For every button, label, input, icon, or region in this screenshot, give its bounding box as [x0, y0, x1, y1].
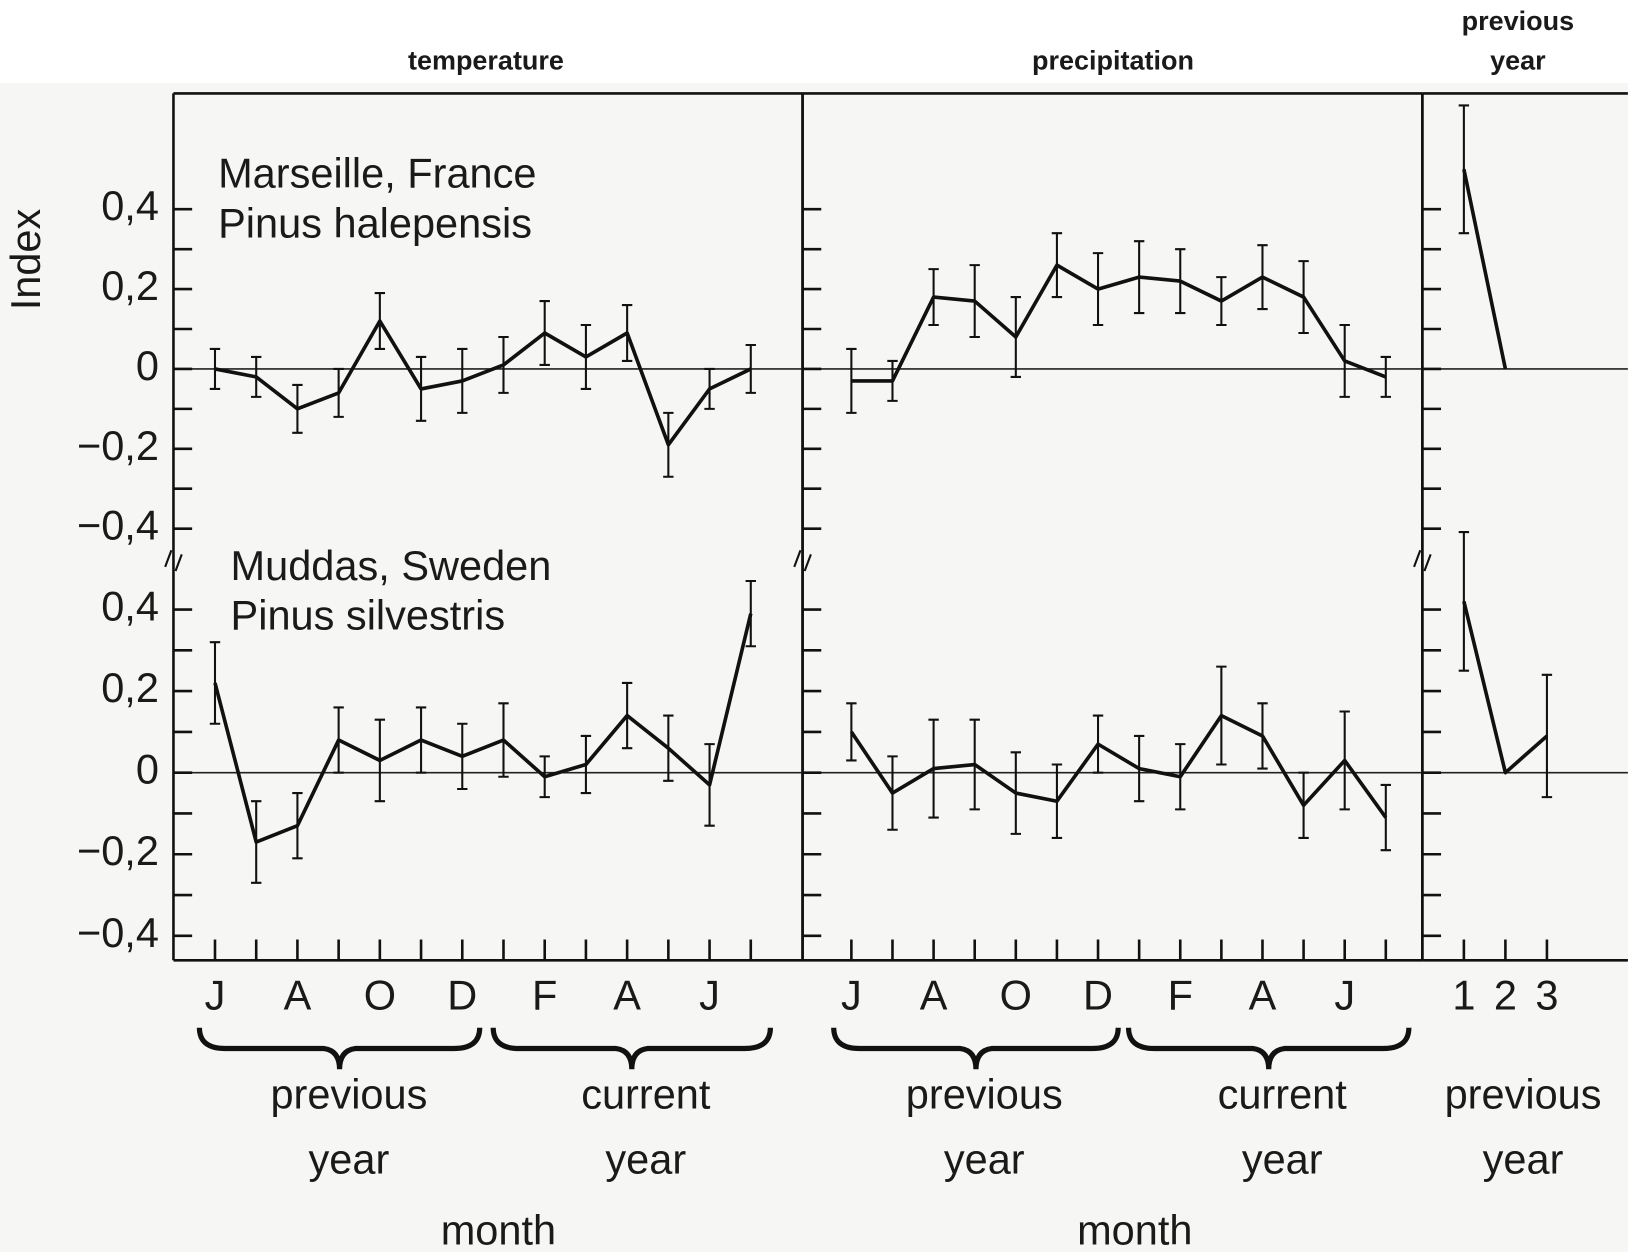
x-group-label: previous: [1445, 1070, 1602, 1117]
x-tick-label: F: [532, 972, 557, 1019]
column-title: year: [1490, 45, 1546, 75]
x-axis-label: month: [441, 1206, 556, 1252]
x-tick-label: D: [447, 972, 477, 1019]
x-tick-label: F: [1168, 972, 1193, 1019]
y-tick-label: −0,4: [77, 909, 159, 956]
x-tick-label: O: [364, 972, 396, 1019]
y-tick-label: 0: [136, 342, 159, 389]
y-tick-label: 0,4: [101, 583, 159, 630]
scan-background: [0, 83, 1628, 1252]
x-axis-label: month: [1077, 1206, 1192, 1252]
chart: Index temperature precipitation previous ye…: [0, 0, 1628, 1252]
x-tick-label: A: [1249, 972, 1277, 1019]
y-tick-label: −0,2: [77, 422, 159, 469]
x-tick-label: J: [841, 972, 862, 1019]
x-tick-label: J: [1334, 972, 1355, 1019]
y-tick-label: 0,2: [101, 664, 159, 711]
y-tick-label: 0,2: [101, 262, 159, 309]
x-tick-label: 3: [1535, 972, 1558, 1019]
x-group-label: current: [581, 1070, 711, 1117]
x-group-label: previous: [906, 1070, 1063, 1117]
x-group-label: year: [309, 1136, 390, 1183]
x-group-label: year: [944, 1136, 1025, 1183]
site-label: Muddas, Sweden: [231, 542, 552, 589]
column-title: precipitation: [1032, 45, 1194, 75]
x-tick-label: D: [1083, 972, 1113, 1019]
x-group-label: current: [1218, 1070, 1348, 1117]
x-group-label: year: [1242, 1136, 1323, 1183]
site-label: Pinus silvestris: [231, 592, 506, 639]
x-group-label: year: [605, 1136, 686, 1183]
x-tick-label: A: [613, 972, 641, 1019]
y-axis-label: Index: [2, 209, 49, 311]
x-tick-label: O: [1000, 972, 1032, 1019]
site-label: Pinus halepensis: [218, 199, 532, 246]
y-tick-label: 0: [136, 746, 159, 793]
x-tick-label: 2: [1494, 972, 1517, 1019]
x-tick-label: 1: [1452, 972, 1475, 1019]
x-tick-label: A: [284, 972, 312, 1019]
x-tick-label: J: [699, 972, 720, 1019]
column-title: previous: [1462, 6, 1574, 36]
site-label: Marseille, France: [218, 149, 536, 196]
y-tick-label: −0,2: [77, 827, 159, 874]
x-tick-label: A: [920, 972, 948, 1019]
y-tick-label: −0,4: [77, 502, 159, 549]
x-tick-label: J: [205, 972, 226, 1019]
column-title: temperature: [408, 45, 564, 75]
y-tick-label: 0,4: [101, 182, 159, 229]
x-group-label: year: [1483, 1136, 1564, 1183]
x-group-label: previous: [270, 1070, 427, 1117]
